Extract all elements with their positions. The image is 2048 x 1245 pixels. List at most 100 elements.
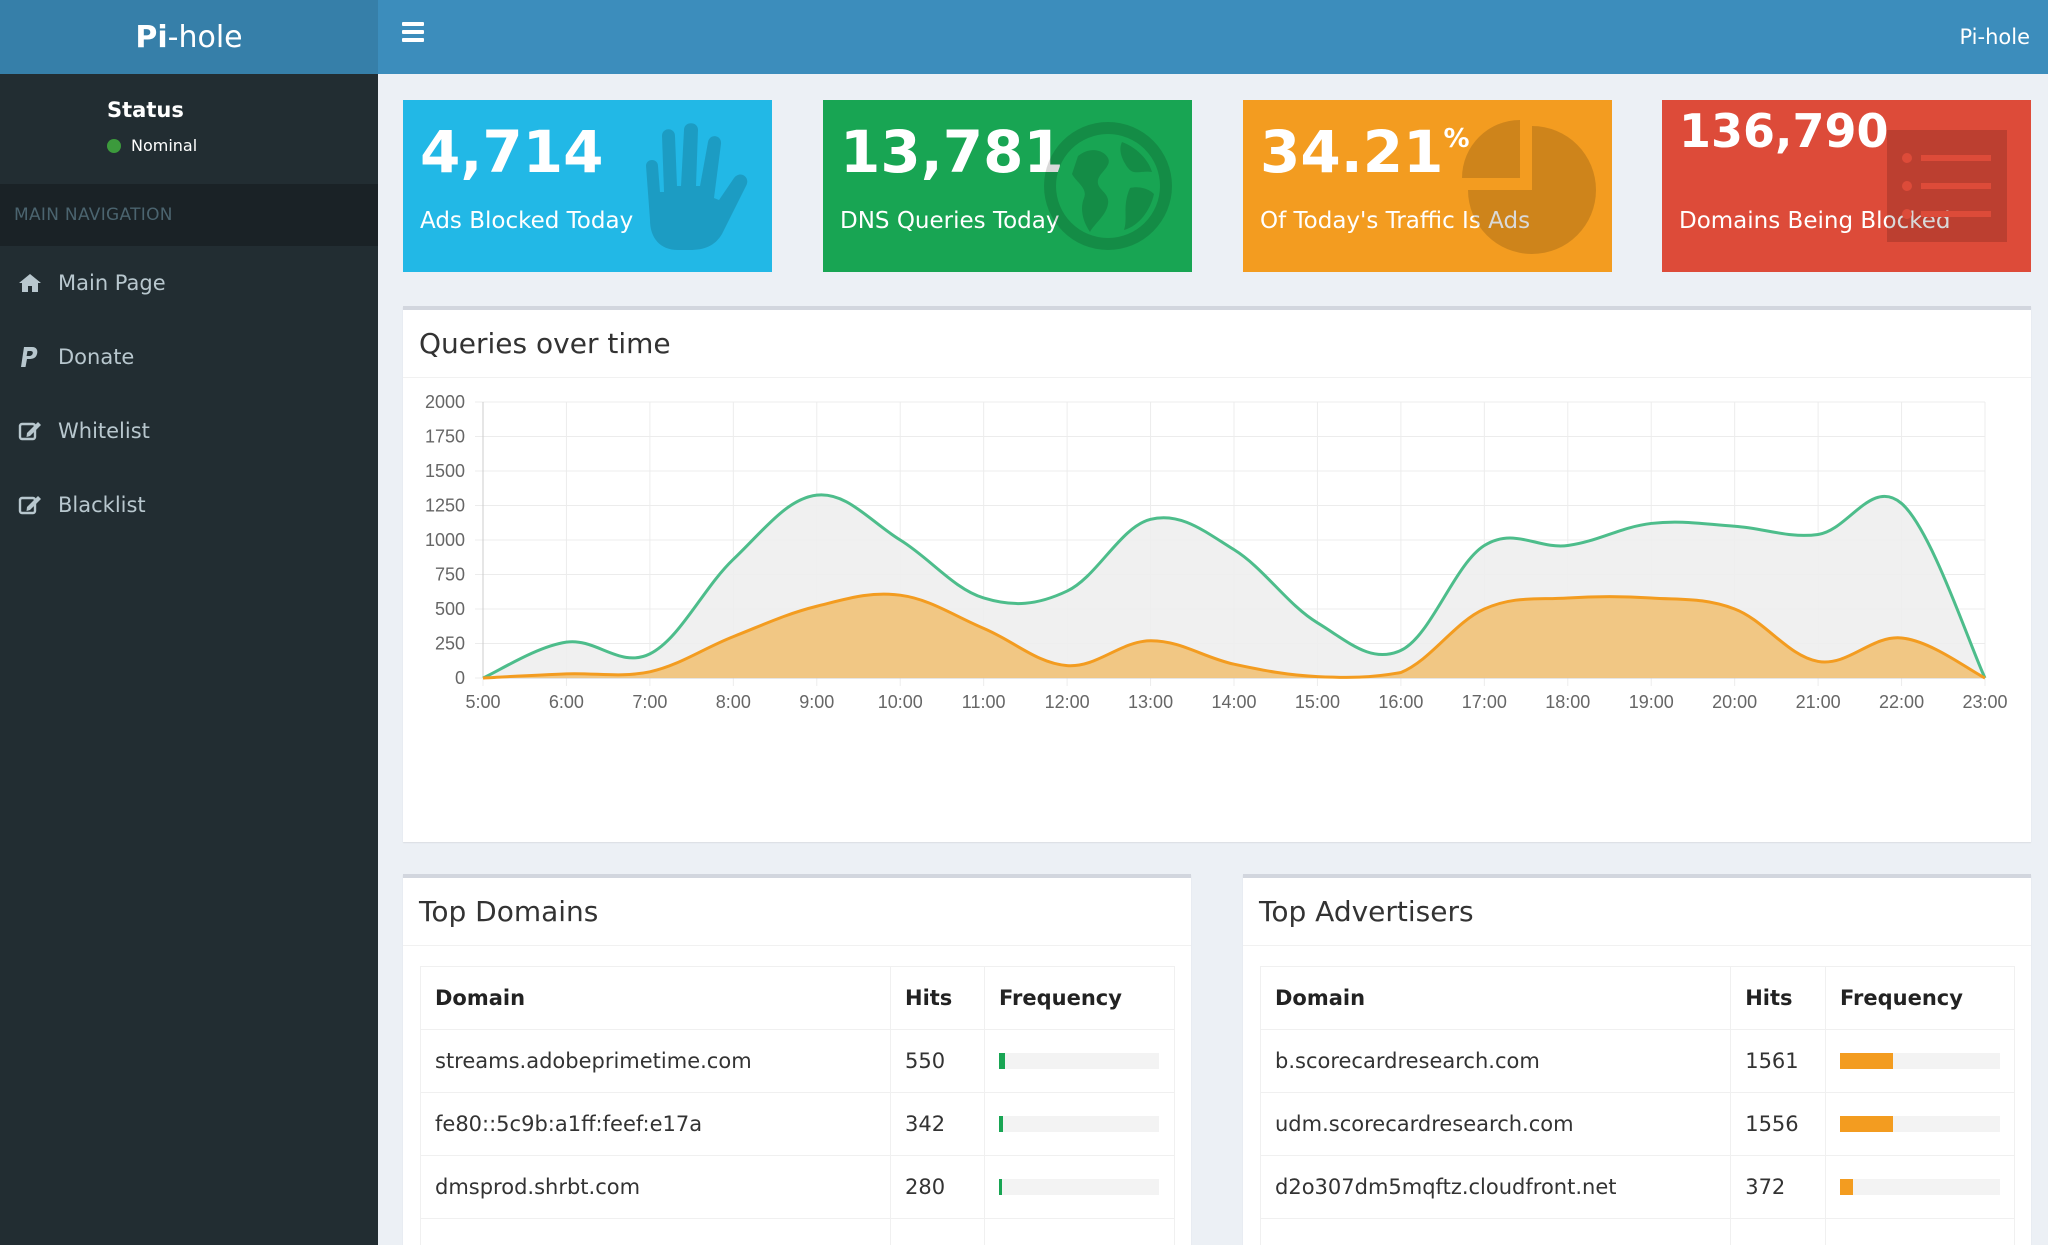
top-advertisers-title: Top Advertisers [1243, 878, 2031, 946]
home-icon [18, 270, 58, 296]
series-line-1 [482, 592, 1986, 680]
table-header-row: Domain Hits Frequency [420, 966, 1175, 1030]
nav-header: MAIN NAVIGATION [0, 184, 378, 246]
x-tick-label: 16:00 [1378, 692, 1423, 712]
status-dot-icon [107, 138, 121, 153]
frequency-bar [999, 1179, 1159, 1195]
frequency-cell [1825, 1029, 2015, 1093]
column-header-frequency: Frequency [984, 966, 1175, 1030]
series-line-0 [482, 493, 1987, 680]
ads-percentage-box: 34.21% Of Today's Traffic Is Ads [1243, 100, 1612, 272]
brand-bold: Pi [135, 19, 168, 55]
x-tick-label: 23:00 [1962, 692, 2007, 712]
sidebar-item-label: Whitelist [58, 419, 150, 443]
edit-icon [18, 418, 58, 444]
ads-blocked-label: Ads Blocked Today [420, 208, 634, 234]
hits-cell: 342 [890, 1092, 985, 1156]
frequency-cell [984, 1029, 1175, 1093]
domains-blocked-value: 136,790 [1679, 104, 1889, 158]
hits-cell: 280 [890, 1155, 985, 1219]
top-domains-table: Domain Hits Frequency streams.adobeprime… [420, 966, 1175, 1245]
series-area-1 [483, 594, 1985, 678]
hand-icon [646, 123, 748, 250]
table-row: b.scorecardresearch.com 1561 [1259, 1029, 2015, 1093]
sidebar: Status Nominal MAIN NAVIGATION Main Page… [0, 74, 378, 1245]
ads-percentage-value: 34.21% [1260, 118, 1470, 186]
y-tick-label: 2000 [425, 392, 465, 412]
domain-cell[interactable]: udm.scorecardresearch.com [1259, 1092, 1732, 1156]
y-tick-label: 750 [435, 565, 465, 585]
sidebar-item-main-page[interactable]: Main Page [0, 246, 378, 320]
x-tick-label: 21:00 [1796, 692, 1841, 712]
paypal-icon [18, 344, 58, 370]
x-tick-label: 19:00 [1629, 692, 1674, 712]
x-tick-label: 8:00 [716, 692, 751, 712]
status-panel: Status Nominal [0, 74, 378, 184]
frequency-bar [1840, 1179, 2000, 1195]
x-tick-label: 18:00 [1545, 692, 1590, 712]
queries-over-time-chart[interactable]: 0 250 500 750 1000 1250 1500 1750 2000 5:00 6:00 7:… [403, 382, 2031, 842]
y-tick-label: 1750 [425, 427, 465, 447]
top-advertisers-panel: Top Advertisers Domain Hits Frequency b.… [1243, 874, 2031, 1245]
x-tick-label: 13:00 [1128, 692, 1173, 712]
header-user-label[interactable]: Pi-hole [1959, 25, 2030, 49]
x-tick-label: 6:00 [549, 692, 584, 712]
frequency-cell [984, 1155, 1175, 1219]
column-header-domain: Domain [420, 966, 891, 1030]
sidebar-item-label: Blacklist [58, 493, 146, 517]
frequency-bar [999, 1116, 1159, 1132]
column-header-hits: Hits [1730, 966, 1826, 1030]
frequency-cell [1825, 1155, 2015, 1219]
domain-cell[interactable]: d2o307dm5mqftz.cloudfront.net [1259, 1155, 1732, 1219]
hits-cell: 1556 [1730, 1092, 1826, 1156]
domain-cell[interactable]: dmsprod.shrbt.com [420, 1155, 891, 1219]
globe-icon [1044, 122, 1172, 250]
list-icon [1887, 130, 2007, 242]
x-tick-label: 5:00 [465, 692, 500, 712]
y-tick-label: 1500 [425, 461, 465, 481]
table-row: fe80::5c9b:a1ff:feef:e17a 342 [420, 1092, 1175, 1156]
status-title: Status [107, 98, 184, 122]
brand-rest: -hole [167, 19, 243, 55]
column-header-domain: Domain [1259, 966, 1732, 1030]
y-tick-label: 250 [435, 634, 465, 654]
sidebar-item-blacklist[interactable]: Blacklist [0, 468, 378, 542]
domain-cell[interactable]: b.scorecardresearch.com [1259, 1029, 1732, 1093]
domain-cell[interactable]: fe80::5c9b:a1ff:feef:e17a [420, 1092, 891, 1156]
frequency-cell [984, 1092, 1175, 1156]
menu-toggle-icon[interactable] [402, 22, 424, 42]
sidebar-item-whitelist[interactable]: Whitelist [0, 394, 378, 468]
y-tick-label: 1000 [425, 530, 465, 550]
domain-cell[interactable]: streams.adobeprimetime.com [420, 1029, 891, 1093]
top-navbar: Pi-hole [378, 0, 2048, 74]
queries-chart-panel: Queries over time 0 250 500 750 1000 1250 1500… [403, 306, 2031, 842]
ads-blocked-box: 4,714 Ads Blocked Today [403, 100, 772, 272]
y-tick-label: 1250 [425, 496, 465, 516]
table-header-row: Domain Hits Frequency [1259, 966, 2015, 1030]
column-header-hits: Hits [890, 966, 985, 1030]
frequency-bar [1840, 1053, 2000, 1069]
sidebar-item-donate[interactable]: Donate [0, 320, 378, 394]
frequency-bar [1840, 1116, 2000, 1132]
dns-queries-box: 13,781 DNS Queries Today [823, 100, 1192, 272]
frequency-cell [1825, 1092, 2015, 1156]
top-domains-panel: Top Domains Domain Hits Frequency stream… [403, 874, 1191, 1245]
ads-blocked-value: 4,714 [420, 118, 604, 186]
table-row [1259, 1218, 2015, 1245]
x-tick-label: 10:00 [878, 692, 923, 712]
status-indicator: Nominal [107, 136, 378, 155]
x-tick-label: 15:00 [1295, 692, 1340, 712]
dns-queries-label: DNS Queries Today [840, 208, 1060, 234]
chart-title: Queries over time [403, 310, 2031, 378]
pie-chart-icon [1462, 120, 1596, 254]
status-text: Nominal [131, 136, 198, 155]
table-row: streams.adobeprimetime.com 550 [420, 1029, 1175, 1093]
brand-logo[interactable]: Pi -hole [0, 0, 378, 74]
edit-icon [18, 492, 58, 518]
top-domains-title: Top Domains [403, 878, 1191, 946]
x-tick-label: 17:00 [1462, 692, 1507, 712]
dns-queries-value: 13,781 [840, 118, 1064, 186]
hits-cell: 550 [890, 1029, 985, 1093]
sidebar-item-label: Main Page [58, 271, 166, 295]
y-tick-label: 500 [435, 599, 465, 619]
